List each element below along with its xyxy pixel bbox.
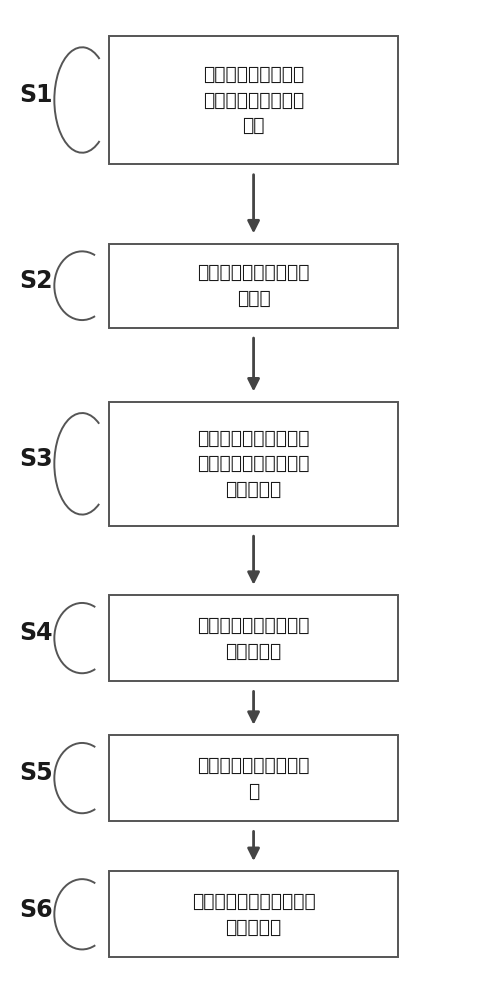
Text: 绘制层速度量版，得到
每层时间与层速度的量
版函数关系: 绘制层速度量版，得到 每层时间与层速度的量 版函数关系 <box>198 429 310 499</box>
Text: 获取井的时深资料，
及各个控制层的时间
曲面: 获取井的时深资料， 及各个控制层的时间 曲面 <box>203 65 304 135</box>
Text: S3: S3 <box>19 447 53 471</box>
Bar <box>109 595 398 681</box>
Text: S1: S1 <box>19 83 53 107</box>
Text: 求取井点处各控制层的
层速度: 求取井点处各控制层的 层速度 <box>198 263 310 308</box>
Text: 做三维网格化，生成三维
平均速度场: 做三维网格化，生成三维 平均速度场 <box>192 892 315 937</box>
Bar <box>109 36 398 164</box>
Text: S6: S6 <box>19 898 53 922</box>
Bar <box>109 735 398 821</box>
Bar <box>109 402 398 526</box>
Text: 计算各层速度，生成各
层速度网格: 计算各层速度，生成各 层速度网格 <box>198 616 310 660</box>
Bar <box>109 871 398 957</box>
Bar <box>109 244 398 328</box>
Text: S4: S4 <box>19 621 53 645</box>
Text: S2: S2 <box>19 269 53 293</box>
Text: 计算平均速度体散点集
合: 计算平均速度体散点集 合 <box>198 756 310 800</box>
Text: S5: S5 <box>19 761 53 785</box>
